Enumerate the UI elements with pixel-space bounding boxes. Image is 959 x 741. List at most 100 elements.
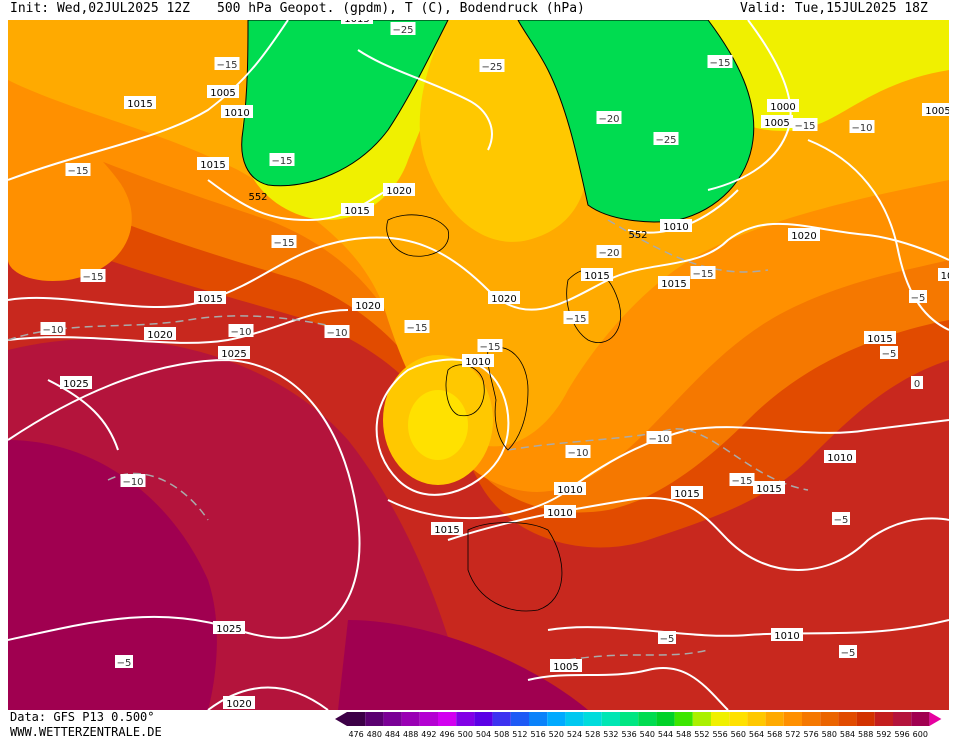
color-legend: 476 480 484 488 492 496 500 504 508 512 516 520 524 5… [335,712,942,739]
isobar-label: 1005 [207,85,239,99]
coast-iceland [386,214,450,257]
legend-swatch [347,712,366,726]
temp-label-bg [658,631,676,644]
legend-swatch [874,712,893,726]
temp-label: −15 [729,473,755,487]
legend-value: 508 [494,730,509,739]
temp-label: 0 [911,376,923,390]
isobar-label: 1010 [554,482,586,496]
legend-value: 572 [785,730,800,739]
legend-value: 512 [512,730,527,739]
legend-swatch [365,712,384,726]
temp-label-text: −20 [598,114,619,125]
temp-label-bg [596,111,622,124]
temp-label: −10 [120,474,146,488]
isobar-label-bg [671,486,703,499]
legend-value: 580 [822,730,837,739]
isobar-label-text: 1020 [147,330,172,341]
temp-label: −15 [80,269,106,283]
legend-value: 488 [403,730,418,739]
temp-label-text: −15 [216,60,237,71]
isobar-label-bg [431,522,463,535]
isobar-labels: 1015100510101015101510151020101510001005… [60,20,949,710]
init-time: Init: Wed,02JUL2025 12Z [10,1,191,16]
legend-value: 548 [676,730,691,739]
legend-value: 532 [603,730,618,739]
temp-label-text: −10 [122,477,143,488]
isobar-8 [527,667,729,710]
map-footer: Data: GFS P13 0.500° WWW.WETTERZENTRALE.… [0,710,959,741]
temp-label: −5 [115,655,133,669]
isobar-label-bg [197,157,229,170]
isobar-label-text: 1020 [791,231,816,242]
temp-label-bg [646,431,672,444]
temp-label-text: −25 [655,135,676,146]
geopot-label-text: 552 [248,192,267,203]
isobar-label-text: 1010 [547,508,572,519]
temp-label-text: −15 [82,272,103,283]
isobar-label: 1010 [462,354,494,368]
legend-swatch [692,712,711,726]
temp-label: −15 [65,163,91,177]
temp-label-bg [214,57,240,70]
temp-label-text: −15 [271,156,292,167]
temp-label-bg [271,235,297,248]
legend-value: 484 [385,730,400,739]
legend-value: 492 [421,730,436,739]
isobar-label: 10 [938,268,949,282]
isobar-label-text: 1015 [756,484,781,495]
data-source: Data: GFS P13 0.500° [10,710,155,724]
legend-arrow-left [335,712,347,726]
isobar-label: 1005 [761,115,793,129]
isobar-12 [807,139,949,331]
isobar-label-text: 10 [941,271,949,282]
legend-swatch [656,712,675,726]
temp-label-text: −10 [230,327,251,338]
legend-value: 560 [731,730,746,739]
temp-label: −20 [596,245,622,259]
temp-label-bg [563,311,589,324]
legend-value: 500 [458,730,473,739]
legend-value: 584 [840,730,855,739]
legend-value: 576 [803,730,818,739]
isobar-label-text: 1015 [661,279,686,290]
isobar-label: 1010 [771,628,803,642]
geopot-label-text: 552 [628,230,647,241]
isobar-label-bg [194,291,226,304]
temp-label-bg [707,55,733,68]
temp-label-text: −10 [851,123,872,134]
geopot-label: 552 [628,230,647,241]
temp-label: −5 [839,645,857,659]
map-title: 500 hPa Geopot. (gpdm), T (C), Bodendruc… [217,1,585,16]
legend-swatch [474,712,493,726]
temp-label-bg [120,474,146,487]
legend-swatch [674,712,693,726]
temp-label-bg [228,324,254,337]
legend-swatch [729,712,748,726]
temp-label-text: −5 [834,515,849,526]
temp-label-text: −15 [273,238,294,249]
temp-label: −15 [707,55,733,69]
legend-swatch [765,712,784,726]
legend-swatch [456,712,475,726]
isobar-label-text: 1020 [491,294,516,305]
temp-label: −25 [479,59,505,73]
legend-swatch [510,712,529,726]
isobar-label-bg [581,268,613,281]
legend-swatch [838,712,857,726]
isobar-label-bg [488,291,520,304]
isobar-label: 1020 [352,298,384,312]
temp-label-bg [909,290,927,303]
temp-label-text: −15 [731,476,752,487]
isobar-label-text: 1015 [344,20,369,25]
isobar-5 [387,419,949,520]
isobar-label-text: 1010 [774,631,799,642]
temp-label: −15 [563,311,589,325]
temp-label-bg [390,22,416,35]
temp-label-text: −10 [326,328,347,339]
isobar-label: 1010 [221,105,253,119]
isobar-label-text: 1010 [465,357,490,368]
isobar-label-bg [554,482,586,495]
legend-value: 496 [439,730,454,739]
isobar-label-text: 1010 [827,453,852,464]
